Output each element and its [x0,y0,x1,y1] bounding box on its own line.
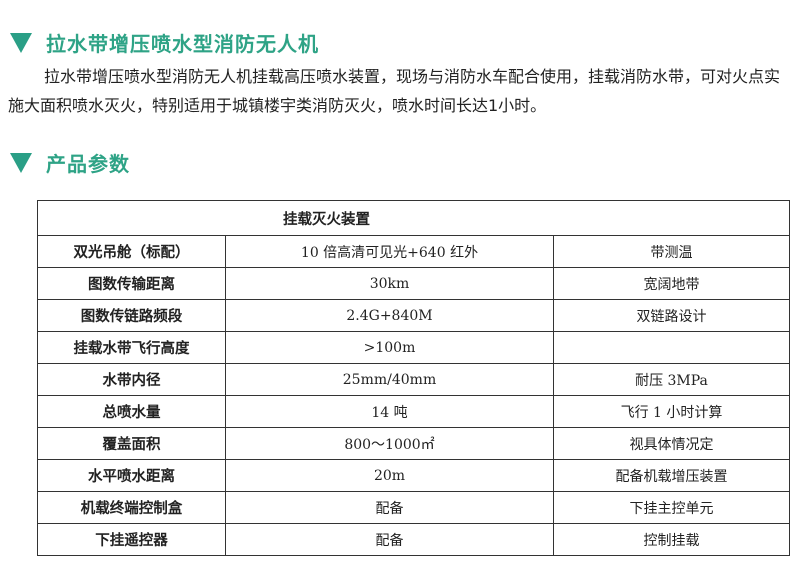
param-note: 飞行 1 小时计算 [553,395,790,428]
param-value: 配备 [225,523,554,556]
params-table: 挂载灭火装置 双光吊舱（标配） 10 倍高清可见光+640 红外 带测温 图数传输距离… [37,200,790,556]
section-heading-params: 产品参数 [10,148,130,177]
param-name: 机载终端控制盒 [37,491,226,524]
triangle-marker-icon [10,32,32,53]
param-note: 控制挂载 [553,523,790,556]
param-note [553,331,790,364]
product-title: 拉水带增压喷水型消防无人机 [46,32,319,56]
param-value: 800～1000㎡ [225,427,554,460]
param-note: 配备机载增压装置 [553,459,790,492]
param-value: 25mm/40mm [225,363,554,396]
table-row: 总喷水量 14 吨飞行 1 小时计算 [37,395,790,428]
param-value: 14 吨 [225,395,554,428]
param-note: 宽阔地带 [553,267,790,300]
table-header: 挂载灭火装置 [37,200,790,236]
table-row: 图数传输距离 30km 宽阔地带 [37,267,790,300]
param-note: 耐压 3MPa [553,363,790,396]
param-value: 10 倍高清可见光+640 红外 [225,235,554,268]
param-value: 2.4G+840M [225,299,554,332]
table-row: 双光吊舱（标配） 10 倍高清可见光+640 红外 带测温 [37,235,790,268]
table-row: 水平喷水距离 20m 配备机载增压装置 [37,459,790,492]
param-name: 水带内径 [37,363,226,396]
param-value: 配备 [225,491,554,524]
param-note: 带测温 [553,235,790,268]
param-name: 下挂遥控器 [37,523,226,556]
param-name: 挂载水带飞行高度 [37,331,226,364]
table-row: 机载终端控制盒 配备 下挂主控单元 [37,491,790,524]
param-name: 水平喷水距离 [37,459,226,492]
params-title: 产品参数 [46,152,130,176]
param-note: 下挂主控单元 [553,491,790,524]
param-name: 总喷水量 [37,395,226,428]
product-description: 拉水带增压喷水型消防无人机挂载高压喷水装置，现场与消防水车配合使用，挂载消防水带… [8,67,781,115]
param-value: 20m [225,459,554,492]
param-value: 30km [225,267,554,300]
param-note: 视具体情况定 [553,427,790,460]
param-name: 图数传输距离 [37,267,226,300]
triangle-marker-icon [10,152,32,173]
table-row: 挂载水带飞行高度 >100m [37,331,790,364]
param-value: >100m [225,331,554,364]
param-name: 覆盖面积 [37,427,226,460]
table-row: 图数传链路频段 2.4G+840M 双链路设计 [37,299,790,332]
param-name: 双光吊舱（标配） [37,235,226,268]
table-row: 覆盖面积 800～1000㎡ 视具体情况定 [37,427,790,460]
param-name: 图数传链路频段 [37,299,226,332]
table-row: 水带内径 25mm/40mm 耐压 3MPa [37,363,790,396]
table-row: 下挂遥控器 配备 控制挂载 [37,523,790,556]
param-note: 双链路设计 [553,299,790,332]
section-heading-product: 拉水带增压喷水型消防无人机 [10,28,319,57]
